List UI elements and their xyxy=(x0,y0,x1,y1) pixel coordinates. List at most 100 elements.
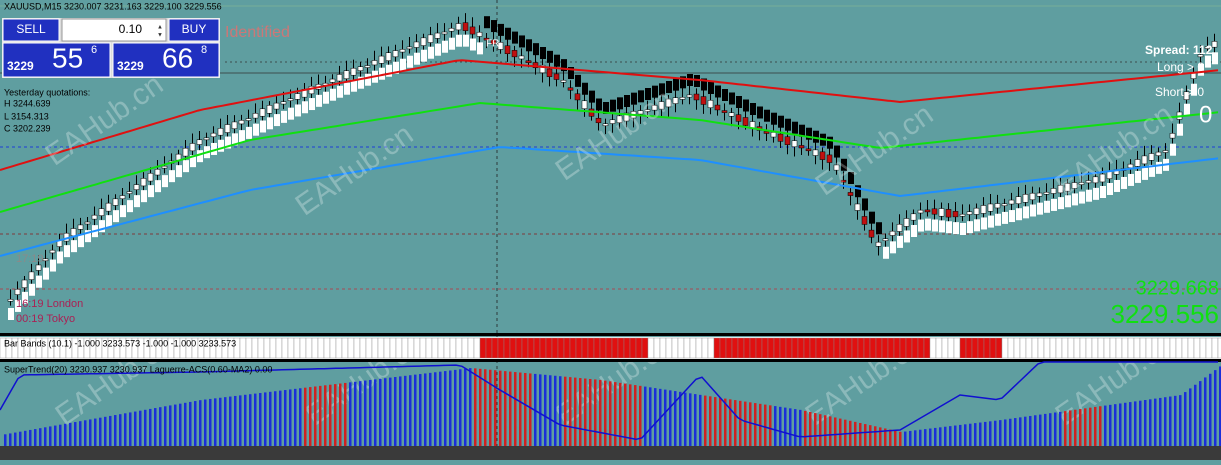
histogram-bar xyxy=(124,413,127,446)
buy-price-big[interactable]: 66 xyxy=(162,42,193,73)
lot-input[interactable] xyxy=(61,18,167,42)
trend-block xyxy=(456,34,462,47)
trend-block xyxy=(918,219,924,232)
candle-body xyxy=(1008,199,1015,205)
trend-block xyxy=(85,230,91,243)
histogram-bar xyxy=(4,434,7,446)
histogram-bar xyxy=(794,409,797,446)
candle-body xyxy=(693,93,700,101)
band-cell xyxy=(1109,337,1117,359)
trend-block xyxy=(295,104,301,117)
band-cell xyxy=(935,337,943,359)
band-cell xyxy=(575,337,583,359)
overlay-text: Identified xyxy=(225,24,290,41)
candle-body xyxy=(973,207,980,215)
band-cell xyxy=(275,337,283,359)
trend-block xyxy=(1177,123,1183,136)
candle-body xyxy=(609,119,616,124)
candle-body xyxy=(259,108,266,117)
histogram-bar xyxy=(684,392,687,446)
histogram-bar xyxy=(209,398,212,446)
trend-block xyxy=(1191,83,1197,96)
sell-price-box[interactable] xyxy=(2,42,111,78)
buy-price-prefix[interactable]: 3229 xyxy=(117,59,144,73)
band-cell xyxy=(605,337,613,359)
histogram-bar xyxy=(134,411,137,446)
band-cell xyxy=(1157,337,1165,359)
histogram-bar xyxy=(479,368,482,446)
band-cell xyxy=(533,337,541,359)
histogram-bar xyxy=(424,373,427,446)
band-cell xyxy=(539,337,547,359)
trend-block xyxy=(260,120,266,133)
spin-up[interactable]: ▲ xyxy=(157,25,163,31)
histogram-bar xyxy=(779,406,782,446)
histogram-bar xyxy=(399,376,402,446)
trend-block xyxy=(1149,164,1155,177)
trend-block xyxy=(1009,210,1015,223)
band-cell xyxy=(677,337,685,359)
candle-body xyxy=(1127,163,1134,169)
bar-bands xyxy=(0,337,1221,359)
sell-price-small[interactable]: 6 xyxy=(91,44,97,56)
band-cell xyxy=(497,337,505,359)
sell-button[interactable] xyxy=(2,18,60,42)
trend-block xyxy=(526,39,532,52)
histogram-bar xyxy=(29,429,32,446)
band-cell xyxy=(761,337,769,359)
histogram-bar xyxy=(64,423,67,446)
histogram-bar xyxy=(274,391,277,446)
band-cell xyxy=(1055,337,1063,359)
sell-price-prefix[interactable]: 3229 xyxy=(7,59,34,73)
histogram-bar xyxy=(369,379,372,446)
trend-block xyxy=(225,136,231,149)
band-cell xyxy=(563,337,571,359)
trend-block xyxy=(428,46,434,59)
sell-label[interactable]: SELL xyxy=(16,22,46,36)
candle-body xyxy=(112,198,119,206)
buy-label[interactable]: BUY xyxy=(182,22,207,36)
band-cell xyxy=(299,337,307,359)
band-cell xyxy=(689,337,697,359)
trend-block xyxy=(799,124,805,137)
trend-block xyxy=(715,85,721,98)
trend-block xyxy=(1170,143,1176,156)
trend-block xyxy=(246,126,252,139)
candle-body xyxy=(427,34,434,43)
histogram-bar xyxy=(694,394,697,446)
band-cell xyxy=(413,337,421,359)
histogram-bar xyxy=(689,393,692,446)
session-time: 17:19 xyxy=(16,253,44,265)
trend-block xyxy=(757,106,763,119)
buy-button[interactable] xyxy=(168,18,220,42)
trend-block xyxy=(505,27,511,40)
buy-price-box[interactable] xyxy=(112,42,220,78)
candle-body xyxy=(105,202,112,212)
histogram-bar xyxy=(519,372,522,446)
buy-price-small[interactable]: 8 xyxy=(201,44,207,56)
band-cell xyxy=(1091,337,1099,359)
candle-body xyxy=(826,154,833,163)
candle-body xyxy=(847,192,854,196)
trend-block xyxy=(841,158,847,171)
lot-value[interactable]: 0.10 xyxy=(119,22,143,36)
trend-block xyxy=(274,114,280,127)
histogram-bar xyxy=(1109,404,1112,446)
band-cell xyxy=(743,337,751,359)
candle-body xyxy=(1155,151,1162,156)
histogram-bar xyxy=(584,378,587,446)
trend-block xyxy=(603,102,609,114)
histogram-bar xyxy=(1159,397,1162,446)
sell-price-big[interactable]: 55 xyxy=(52,42,83,73)
trend-block xyxy=(1135,170,1141,183)
histogram-bar xyxy=(429,372,432,446)
histogram-bar xyxy=(174,404,177,446)
band-cell xyxy=(791,337,799,359)
trend-block xyxy=(113,210,119,223)
histogram-bar xyxy=(289,389,292,446)
spin-down[interactable]: ▼ xyxy=(157,33,163,39)
histogram-bar xyxy=(299,388,302,446)
candle-body xyxy=(637,110,644,115)
trend-block xyxy=(99,220,105,233)
band-cell xyxy=(911,337,919,359)
